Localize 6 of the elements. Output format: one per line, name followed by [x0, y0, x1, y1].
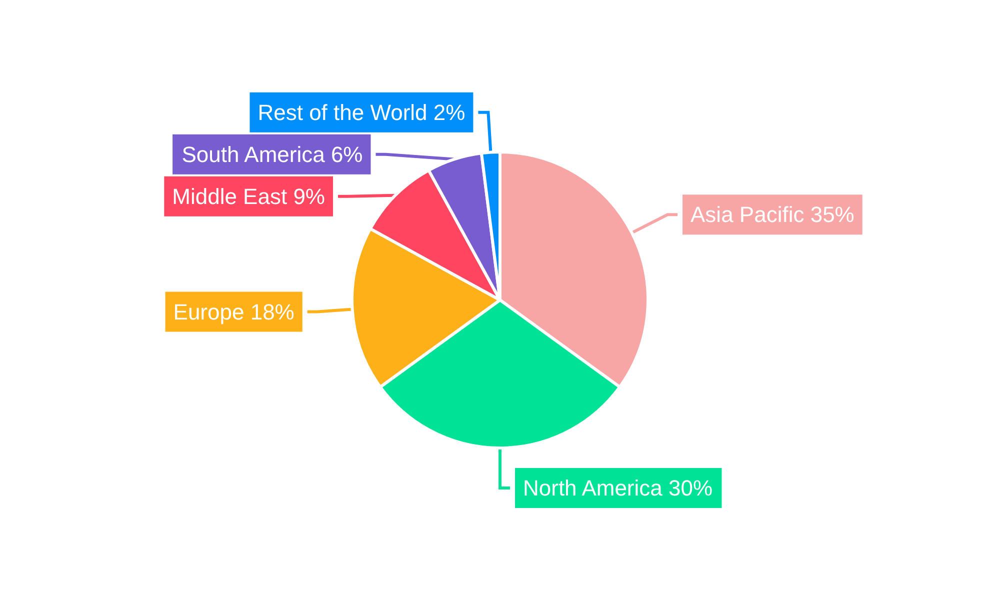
slice-label: North America 30% [523, 476, 713, 500]
slice-label: Asia Pacific 35% [690, 202, 854, 228]
slice-label: Europe 18% [173, 299, 294, 324]
slice-label: Middle East 9% [172, 184, 325, 209]
slice-label: South America 6% [182, 142, 363, 167]
slice-label: Rest of the World 2% [258, 100, 466, 125]
